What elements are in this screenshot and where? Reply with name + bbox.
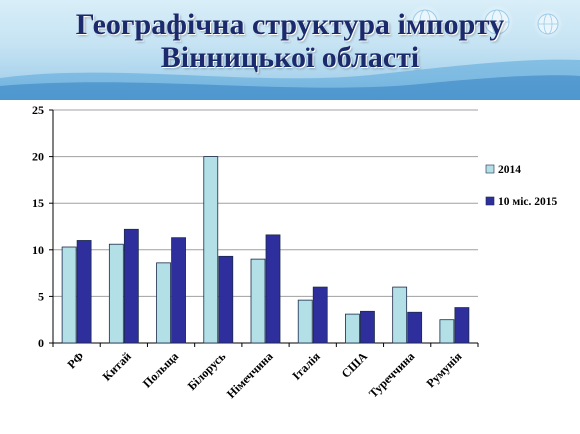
bar-series1 xyxy=(156,262,171,344)
bar-series2 xyxy=(265,234,281,344)
legend-swatch xyxy=(485,164,495,174)
bar-series1 xyxy=(108,243,124,344)
bar-series1 xyxy=(345,313,360,344)
slide-title: Географічна структура імпорту Вінницької… xyxy=(0,8,580,74)
bar-series1 xyxy=(392,286,408,344)
legend-swatch xyxy=(485,196,495,206)
bar-series1 xyxy=(203,156,219,344)
legend-label: 10 міс. 2015 xyxy=(498,196,558,208)
y-tick-label: 10 xyxy=(32,243,44,257)
bar-series2 xyxy=(454,307,470,344)
globe-icons xyxy=(408,5,563,39)
bar-series1 xyxy=(297,299,313,344)
x-category-label: США xyxy=(339,349,371,381)
y-tick-label: 15 xyxy=(32,196,44,210)
bar-series1 xyxy=(61,246,77,344)
bar-series1 xyxy=(439,319,455,344)
bar-series2 xyxy=(360,310,375,344)
y-tick-label: 20 xyxy=(32,150,44,164)
slide-title-line1: Географічна структура імпорту xyxy=(75,8,505,41)
x-category-label: Польща xyxy=(140,349,181,390)
x-category-label: Румунія xyxy=(423,349,464,390)
bar-series2 xyxy=(407,311,423,344)
x-category-label: Туреччина xyxy=(366,349,417,400)
x-category-label: Китай xyxy=(100,349,134,383)
bar-series2 xyxy=(312,286,328,344)
y-tick-label: 25 xyxy=(32,103,44,117)
x-category-label: Німеччина xyxy=(224,349,276,401)
x-category-label: Італія xyxy=(289,349,323,383)
bar-chart: 0 5 10 15 20 25 РФ Китай Польща БілорусьНімеччина… xyxy=(32,103,558,401)
slide-title-line2: Вінницької області xyxy=(160,41,420,74)
slide-header: Географічна структура імпорту Вінницької… xyxy=(0,0,580,100)
bar-series2 xyxy=(76,240,92,344)
x-category-label: Білорусь xyxy=(185,349,229,393)
y-tick-label: 0 xyxy=(38,336,44,350)
bar-series2 xyxy=(123,228,139,344)
bar-series2 xyxy=(218,255,234,344)
bar-series2 xyxy=(171,237,186,344)
header-decoration xyxy=(0,5,580,100)
bar-series1 xyxy=(250,258,266,344)
x-category-label: РФ xyxy=(65,349,87,371)
y-tick-label: 5 xyxy=(38,289,44,303)
legend-label: 2014 xyxy=(498,164,521,176)
